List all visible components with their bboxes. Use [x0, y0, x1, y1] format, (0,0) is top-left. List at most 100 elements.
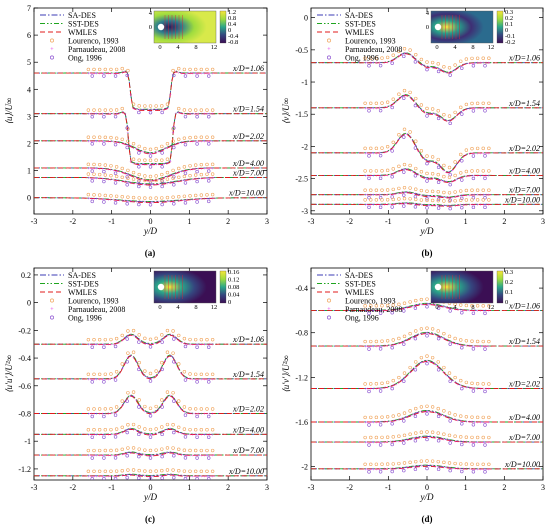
parnaudeau-marker: + [118, 112, 121, 117]
ong-marker [483, 176, 487, 181]
colorbar [496, 10, 504, 44]
ong-marker [183, 477, 188, 480]
parnaudeau-marker: + [459, 309, 462, 314]
parnaudeau-marker: + [369, 194, 372, 199]
parnaudeau-marker: + [203, 343, 206, 348]
parnaudeau-marker: + [186, 169, 189, 174]
parnaudeau-marker: + [457, 204, 460, 209]
lourenco-marker [148, 174, 153, 179]
parnaudeau-marker: + [440, 69, 443, 74]
ong-marker [483, 389, 487, 394]
parnaudeau-marker: + [163, 182, 166, 187]
parnaudeau-marker: + [95, 475, 98, 480]
parnaudeau-marker: + [445, 171, 448, 176]
lourenco-marker [402, 127, 407, 132]
parnaudeau-marker: + [414, 145, 417, 150]
parnaudeau-marker: + [143, 342, 146, 347]
parnaudeau-marker: + [124, 180, 127, 185]
lourenco-marker [126, 176, 130, 180]
ong-marker [483, 443, 487, 447]
parnaudeau-marker: + [129, 354, 132, 359]
parnaudeau-marker: + [146, 183, 149, 188]
parnaudeau-marker: + [112, 113, 115, 118]
ong-marker [436, 197, 441, 201]
colorbar-tick: 0.3 [505, 9, 513, 16]
parnaudeau-marker: + [98, 113, 101, 118]
parnaudeau-marker: + [169, 174, 172, 179]
lourenco-marker [385, 380, 390, 385]
parnaudeau-marker: + [175, 400, 178, 405]
lourenco-marker [205, 193, 209, 197]
lourenco-marker [182, 165, 187, 169]
parnaudeau-marker: + [166, 356, 169, 361]
parnaudeau-marker: + [87, 113, 90, 118]
lourenco-marker [210, 162, 215, 167]
lourenco-marker [131, 157, 136, 161]
parnaudeau-marker: + [200, 343, 203, 348]
lourenco-marker [199, 67, 204, 72]
parnaudeau-marker: + [440, 368, 443, 373]
lourenco-marker [137, 172, 141, 177]
lourenco-marker [475, 462, 480, 466]
ong-marker [436, 414, 441, 418]
parnaudeau-marker: + [451, 439, 454, 444]
lourenco-legend-marker [327, 38, 331, 43]
parnaudeau-marker: + [112, 140, 115, 145]
lourenco-marker [205, 428, 209, 432]
parnaudeau-marker: + [476, 441, 479, 446]
lourenco-marker [114, 165, 119, 169]
parnaudeau-marker: + [112, 343, 115, 348]
lourenco-marker [419, 198, 424, 202]
parnaudeau-marker: + [180, 341, 183, 346]
legend-label: SST-DES [68, 280, 99, 289]
parnaudeau-marker: + [434, 436, 437, 441]
ong-marker [125, 337, 129, 341]
parnaudeau-marker: + [197, 475, 200, 480]
lourenco-marker [414, 360, 418, 364]
ong-marker [460, 442, 464, 447]
parnaudeau-marker: + [403, 340, 406, 345]
legend-label: WMLES [345, 28, 374, 37]
parnaudeau-marker: + [420, 436, 423, 441]
lourenco-marker [210, 135, 215, 139]
parnaudeau-marker: + [115, 72, 118, 77]
parnaudeau-marker: + [479, 345, 482, 350]
parnaudeau-marker: + [378, 441, 381, 446]
parnaudeau-marker: + [369, 62, 372, 67]
lourenco-marker [154, 174, 158, 178]
lourenco-marker [470, 415, 474, 419]
lourenco-marker [459, 198, 463, 202]
parnaudeau-marker: + [417, 465, 420, 470]
lourenco-marker [453, 336, 457, 341]
parnaudeau-marker: + [471, 468, 474, 473]
parnaudeau-marker: + [417, 105, 420, 110]
lourenco-marker [363, 56, 367, 60]
ong-marker [160, 202, 164, 207]
parnaudeau-marker: + [406, 374, 409, 379]
sa-line [34, 354, 267, 380]
lourenco-marker [86, 428, 91, 432]
panel-caption: (d) [422, 514, 433, 524]
parnaudeau-marker: + [155, 454, 158, 459]
ong-marker [102, 115, 106, 119]
parnaudeau-marker: + [448, 377, 451, 382]
parnaudeau-marker: + [101, 167, 104, 172]
ong-marker [172, 183, 176, 187]
x-tick-label: -3 [31, 217, 38, 226]
parnaudeau-marker: + [473, 309, 476, 314]
lourenco-marker [103, 135, 108, 140]
ong-marker [137, 184, 141, 189]
lourenco-marker [487, 462, 491, 466]
lourenco-marker [131, 195, 136, 200]
parnaudeau-marker: + [118, 453, 121, 458]
y-tick-label: 5 [27, 58, 31, 67]
parnaudeau-marker: + [129, 395, 132, 400]
lourenco-marker [374, 188, 379, 192]
parnaudeau-marker: + [454, 179, 457, 184]
parnaudeau-marker: + [476, 62, 479, 67]
ong-marker [113, 114, 118, 119]
lourenco-marker [97, 135, 102, 139]
lourenco-marker [459, 171, 463, 175]
parnaudeau-marker: + [454, 116, 457, 121]
lourenco-marker [425, 459, 429, 463]
